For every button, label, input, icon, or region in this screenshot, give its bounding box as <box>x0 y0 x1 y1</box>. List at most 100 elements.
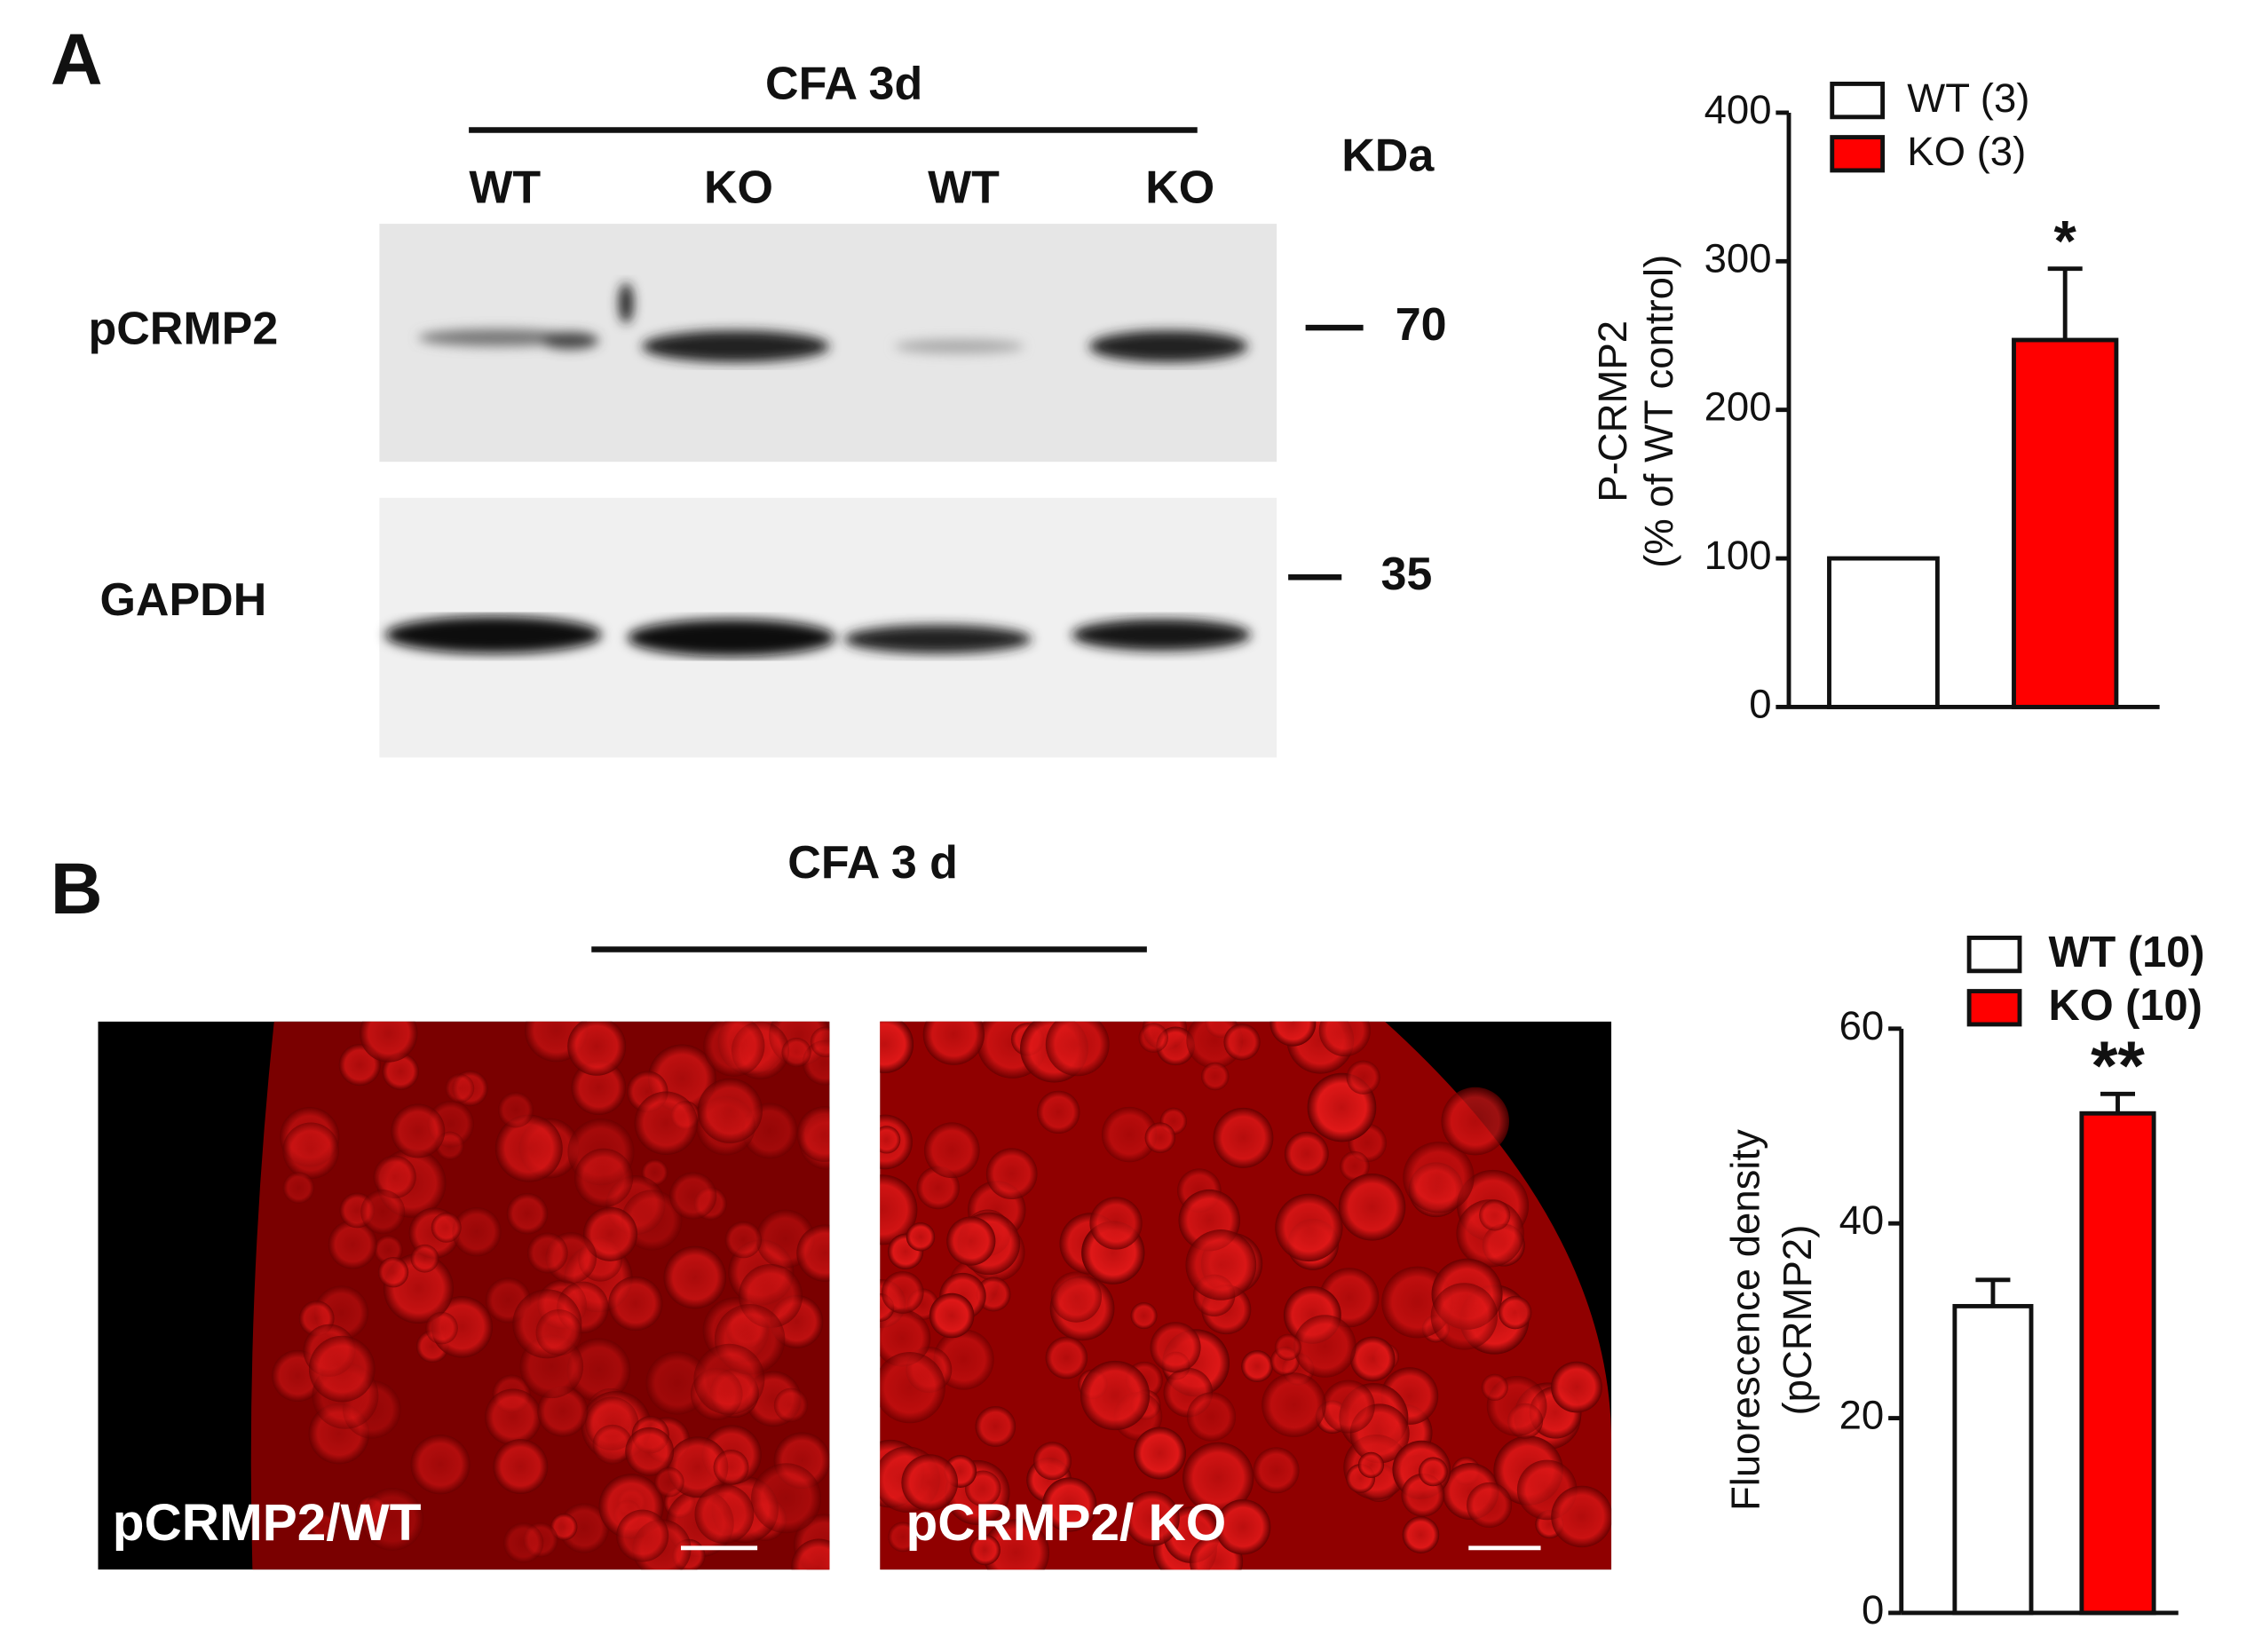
cell <box>693 1343 765 1415</box>
cell <box>1340 1150 1370 1182</box>
cell <box>391 1103 446 1158</box>
lane-label: WT <box>928 162 1000 213</box>
y-axis-label: Fluorescence density <box>1723 1129 1768 1511</box>
cell <box>506 1192 549 1235</box>
cell <box>1045 1336 1088 1379</box>
cell <box>1481 1373 1508 1401</box>
cell <box>881 1271 924 1314</box>
image-caption: pCRMP2/WT <box>113 1494 422 1552</box>
lane-label: WT <box>469 162 541 213</box>
cell <box>773 1387 809 1423</box>
lane-label: KO <box>1145 162 1214 213</box>
cell <box>373 1155 416 1198</box>
legend-swatch <box>1966 936 2022 974</box>
cell <box>906 1222 936 1252</box>
cell <box>566 1338 631 1403</box>
cell <box>724 1221 763 1259</box>
cell <box>1186 1392 1237 1442</box>
cell <box>669 1172 717 1220</box>
legend-swatch <box>1966 989 2022 1027</box>
micrograph <box>880 1021 1612 1570</box>
row-label: GAPDH <box>99 574 266 626</box>
cell <box>969 1534 1000 1566</box>
panel-label: B <box>51 849 103 929</box>
cell <box>1346 1060 1380 1095</box>
cell <box>592 1424 633 1465</box>
y-tick-label: 200 <box>1704 384 1772 430</box>
cell <box>1130 1302 1158 1330</box>
y-tick-label: 40 <box>1839 1198 1885 1243</box>
cell <box>1402 1516 1440 1553</box>
cell <box>1318 1021 1371 1057</box>
cell <box>1182 1442 1254 1514</box>
y-axis-label: (pCRMP2) <box>1775 1225 1820 1416</box>
y-tick-label: 100 <box>1704 533 1772 578</box>
image-caption: pCRMP2/ KO <box>906 1494 1227 1552</box>
legend-label: KO (3) <box>1907 129 2026 174</box>
cell <box>1479 1199 1511 1231</box>
cell <box>1275 1193 1343 1262</box>
cell <box>382 1053 419 1090</box>
cell <box>608 1276 663 1332</box>
cell <box>582 1206 638 1261</box>
cell <box>282 1172 315 1204</box>
cell <box>425 1311 458 1345</box>
cell <box>1042 1477 1097 1532</box>
cell <box>1321 1379 1375 1434</box>
bar <box>1827 556 1940 709</box>
unit-label: KDa <box>1341 130 1435 182</box>
cell <box>328 1220 377 1269</box>
cell <box>1101 1106 1158 1163</box>
legend-label: WT (10) <box>2049 929 2205 976</box>
cell <box>1403 1142 1475 1213</box>
cell <box>1185 1229 1257 1300</box>
cell <box>537 1386 589 1437</box>
blot-pcrmp2 <box>379 224 1277 462</box>
cell <box>1430 1283 1499 1350</box>
cell <box>1241 1350 1274 1383</box>
cell <box>503 1522 544 1563</box>
cell <box>1418 1457 1448 1487</box>
row-label: pCRMP2 <box>88 304 278 355</box>
cell <box>282 1122 339 1180</box>
cell <box>985 1148 1038 1200</box>
cell <box>1050 1271 1102 1323</box>
cell <box>1284 1131 1329 1176</box>
bar <box>2012 337 2119 709</box>
cell <box>1144 1122 1176 1153</box>
cell <box>494 1114 563 1182</box>
cell <box>634 1091 698 1155</box>
cell <box>410 1244 439 1273</box>
lane-label: KO <box>704 162 773 213</box>
legend-swatch <box>1830 82 1886 120</box>
cell <box>1134 1427 1186 1480</box>
cell <box>901 1454 959 1512</box>
cell <box>791 1538 830 1570</box>
cell <box>1441 1087 1510 1156</box>
y-tick-label: 20 <box>1839 1393 1885 1438</box>
cell <box>796 1224 830 1282</box>
cell <box>880 1352 945 1424</box>
cell <box>929 1292 975 1339</box>
y-axis-label: (% of WT control) <box>1636 255 1681 568</box>
cell <box>1357 1451 1385 1479</box>
y-tick-label: 0 <box>1862 1587 1884 1632</box>
cell <box>410 1435 471 1495</box>
cell <box>703 1021 765 1077</box>
cell <box>377 1256 409 1288</box>
cell <box>922 1021 985 1065</box>
y-axis-label: P-CRMP2 <box>1590 320 1635 502</box>
significance: ** <box>2091 1026 2145 1104</box>
cell <box>308 1335 376 1403</box>
cell <box>558 1503 609 1553</box>
significance: * <box>2054 209 2077 273</box>
cell <box>360 1021 418 1063</box>
cell <box>1213 1107 1274 1168</box>
cell <box>982 1519 1050 1570</box>
cell <box>1080 1360 1151 1431</box>
cell <box>1253 1447 1300 1494</box>
blot-gapdh <box>379 497 1277 758</box>
cell <box>526 1232 568 1274</box>
cell <box>1124 1490 1180 1546</box>
